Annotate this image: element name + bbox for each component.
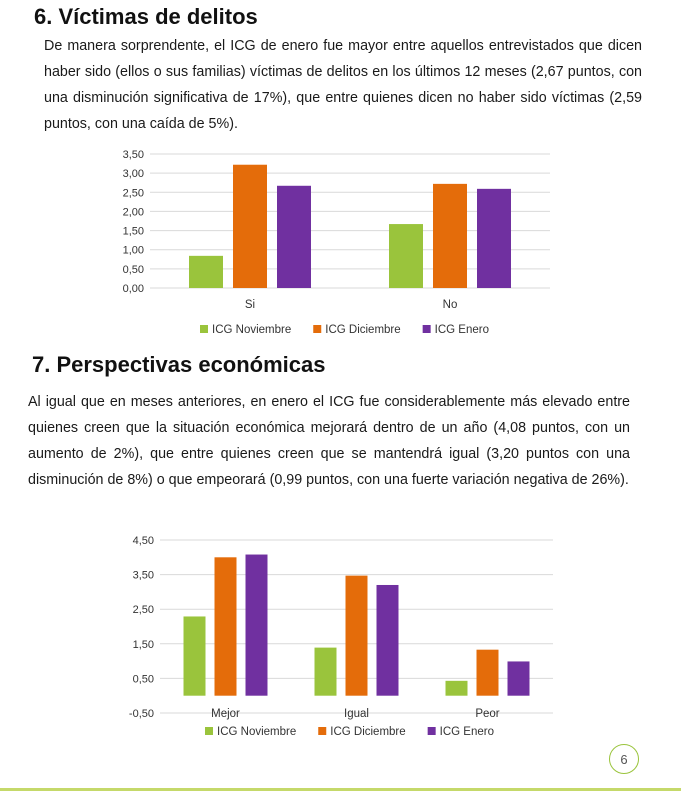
bar <box>245 554 268 696</box>
victimas-chart: 0,00 0,50 1,00 1,50 2,00 2,50 3,00 3,50 Si No ICG … <box>123 149 550 336</box>
footer-line <box>0 788 681 791</box>
legend-swatch <box>422 325 431 333</box>
y-tick-label: 3,50 <box>123 149 144 161</box>
legend-swatch <box>313 325 322 333</box>
page-number-badge: 6 <box>609 744 639 774</box>
legend-label: ICG Enero <box>440 726 494 738</box>
legend-swatch <box>205 727 213 735</box>
y-tick-label: 1,50 <box>133 639 154 651</box>
bar <box>314 647 337 696</box>
x-category-label: No <box>443 299 458 311</box>
x-category-label: Igual <box>344 708 369 720</box>
y-tick-label: 3,50 <box>133 570 154 582</box>
bar <box>445 680 468 696</box>
bar <box>345 575 368 696</box>
legend-label: ICG Diciembre <box>330 726 405 738</box>
y-tick-label: 2,50 <box>133 604 154 616</box>
legend-label: ICG Noviembre <box>217 726 296 738</box>
bar <box>477 188 511 288</box>
section-6-paragraph: De manera sorprendente, el ICG de enero … <box>44 38 642 132</box>
bar <box>277 185 311 288</box>
legend-label: ICG Noviembre <box>212 324 291 336</box>
legend-swatch <box>318 727 327 735</box>
y-tick-label: 3,00 <box>123 168 144 180</box>
section-7-title: 7. Perspectivas económicas <box>32 352 326 377</box>
bar <box>376 584 399 696</box>
x-category-label: Peor <box>475 708 499 720</box>
x-category-label: Si <box>245 299 255 311</box>
y-tick-label: 1,00 <box>123 245 144 257</box>
bar <box>476 649 499 696</box>
y-tick-label: -0,50 <box>129 708 154 720</box>
bar <box>189 255 223 288</box>
y-tick-label: 1,50 <box>123 226 144 238</box>
y-tick-label: 2,50 <box>123 187 144 199</box>
legend-swatch <box>427 727 436 735</box>
bar <box>507 661 530 696</box>
y-tick-label: 4,50 <box>133 535 154 547</box>
section-6-title: 6. Víctimas de delitos <box>34 4 258 29</box>
bar <box>214 557 237 696</box>
bar <box>233 164 267 288</box>
perspectivas-chart: -0,50 0,50 1,50 2,50 3,50 4,50 Mejor Igual Peor I… <box>129 535 553 738</box>
section-7-paragraph: Al igual que en meses anteriores, en ene… <box>28 394 630 488</box>
legend-swatch <box>200 325 208 333</box>
bar <box>183 616 206 696</box>
y-tick-label: 0,50 <box>123 264 144 276</box>
x-category-label: Mejor <box>211 708 240 720</box>
bar <box>389 224 423 288</box>
y-tick-label: 0,50 <box>133 673 154 685</box>
legend-label: ICG Diciembre <box>325 324 400 336</box>
bar <box>433 183 467 288</box>
legend-label: ICG Enero <box>435 324 489 336</box>
y-tick-label: 0,00 <box>123 283 144 295</box>
y-tick-label: 2,00 <box>123 206 144 218</box>
